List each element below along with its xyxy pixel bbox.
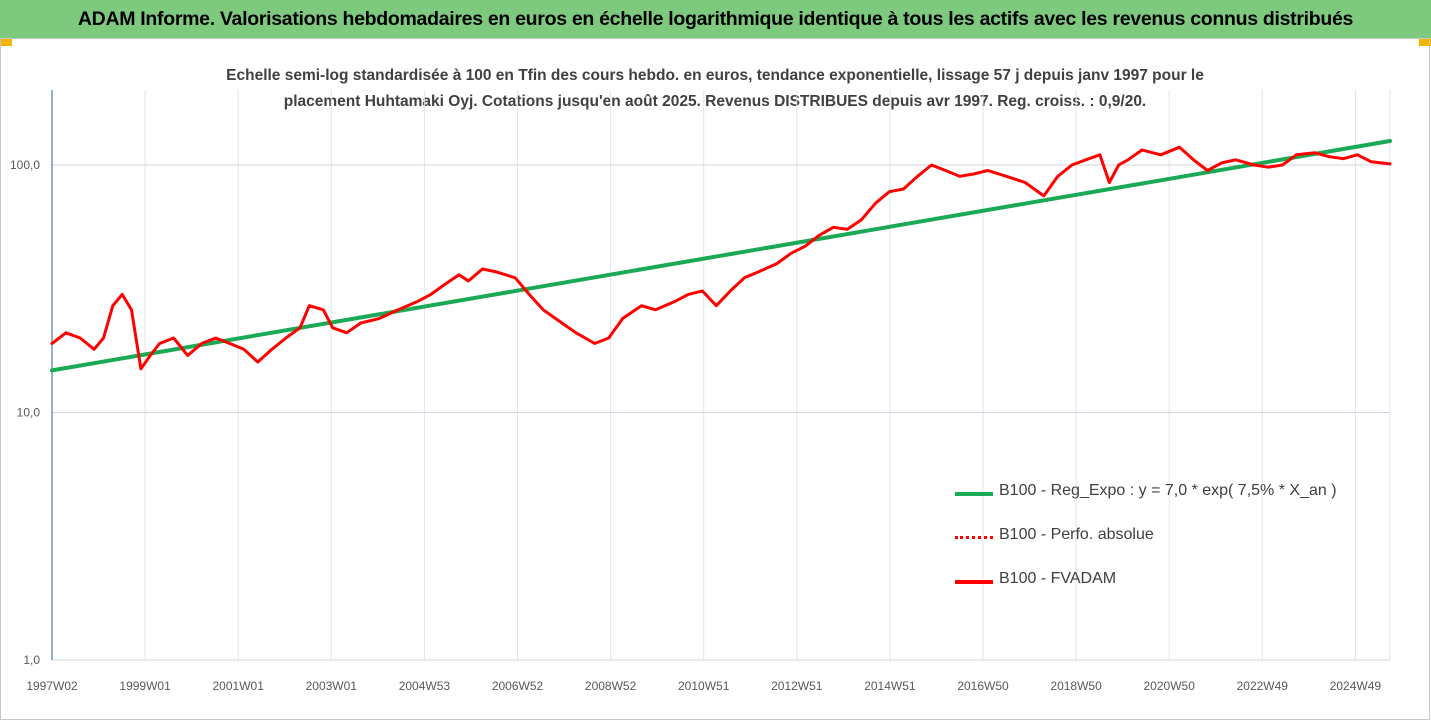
- x-tick-label: 2001W01: [213, 679, 265, 693]
- corner-marker-left: [0, 38, 12, 46]
- legend-item-perfo: B100 - Perfo. absolue: [955, 524, 1375, 568]
- legend-swatch-regression: [955, 492, 993, 496]
- regression-line: [50, 139, 1392, 373]
- series-layer: [50, 139, 1392, 373]
- x-tick-label: 2014W51: [864, 679, 916, 693]
- x-tick-label: 2006W52: [492, 679, 544, 693]
- legend-item-fvadam: B100 - FVADAM: [955, 568, 1375, 612]
- title-bar: ADAM Informe. Valorisations hebdomadaire…: [0, 0, 1431, 38]
- x-tick-label: 1999W01: [119, 679, 171, 693]
- x-tick-label: 2004W53: [399, 679, 451, 693]
- y-tick-label: 1,0: [23, 653, 40, 667]
- x-tick-label: 2020W50: [1144, 679, 1196, 693]
- fvadam-line: [50, 145, 1392, 371]
- x-tick-label: 2024W49: [1330, 679, 1382, 693]
- x-tick-label: 2012W51: [771, 679, 823, 693]
- y-tick-label: 10,0: [17, 406, 41, 420]
- legend-item-regression: B100 - Reg_Expo : y = 7,0 * exp( 7,5% * …: [955, 480, 1375, 524]
- x-tick-label: 2022W49: [1237, 679, 1289, 693]
- legend-label-regression: B100 - Reg_Expo : y = 7,0 * exp( 7,5% * …: [999, 482, 1337, 499]
- x-tick-label: 2018W50: [1050, 679, 1102, 693]
- x-tick-label: 2008W52: [585, 679, 637, 693]
- legend: B100 - Reg_Expo : y = 7,0 * exp( 7,5% * …: [955, 480, 1375, 612]
- x-tick-label: 2010W51: [678, 679, 730, 693]
- legend-label-perfo: B100 - Perfo. absolue: [999, 526, 1154, 543]
- chart-subtitle: Echelle semi-log standardisée à 100 en T…: [120, 63, 1310, 115]
- subtitle-line-1: Echelle semi-log standardisée à 100 en T…: [226, 67, 1204, 84]
- corner-marker-right: [1419, 38, 1431, 46]
- legend-swatch-perfo: [955, 536, 993, 539]
- horizontal-gridlines: [52, 164, 1390, 661]
- chart-frame: [0, 38, 1430, 720]
- page-title: ADAM Informe. Valorisations hebdomadaire…: [77, 8, 1354, 30]
- x-tick-label: 1997W02: [26, 679, 78, 693]
- vertical-gridlines: [144, 90, 1391, 660]
- legend-label-fvadam: B100 - FVADAM: [999, 570, 1117, 587]
- y-tick-label: 100,0: [10, 158, 40, 172]
- y-tick-labels: 1,0 10,0 100,0: [10, 158, 40, 667]
- legend-swatch-fvadam: [955, 580, 993, 584]
- x-tick-label: 2016W50: [957, 679, 1009, 693]
- subtitle-line-2: placement Huhtamaki Oyj. Cotations jusqu…: [283, 93, 1147, 110]
- x-tick-label: 2003W01: [306, 679, 358, 693]
- x-tick-labels: 1997W02 1999W01 2001W01 2003W01 2004W53 2006W…: [26, 679, 1381, 693]
